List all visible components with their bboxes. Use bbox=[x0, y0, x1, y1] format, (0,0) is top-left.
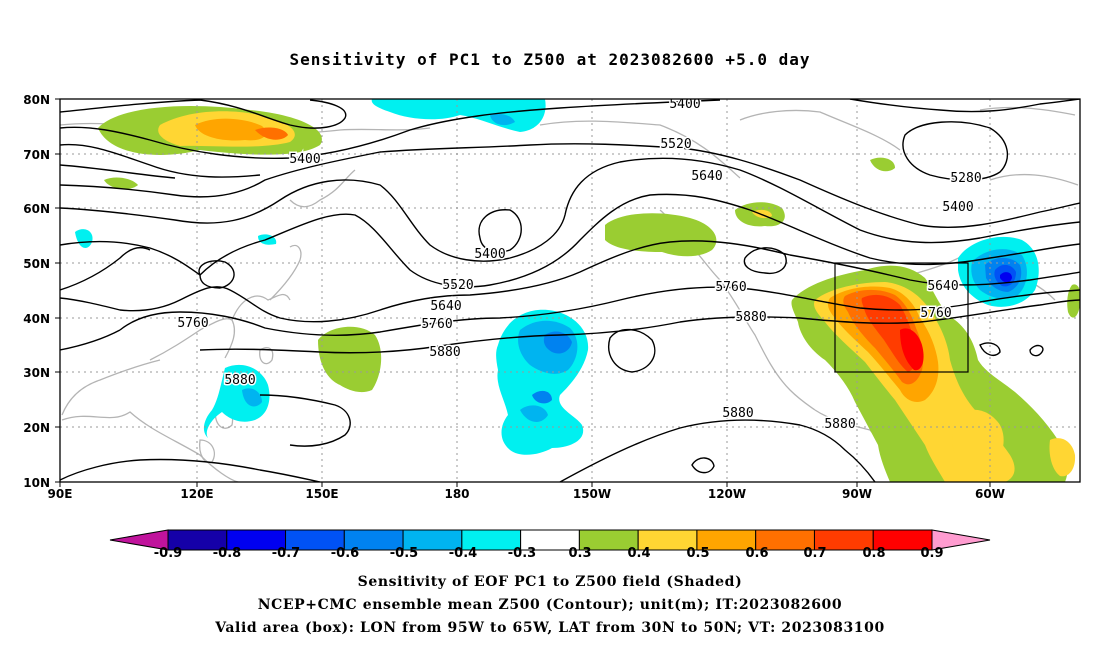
contour-label: 5520 bbox=[442, 278, 473, 293]
lat-tick-label: 50N bbox=[23, 257, 50, 271]
lon-tick-label: 90E bbox=[48, 487, 73, 501]
colorbar-label: -0.7 bbox=[272, 546, 300, 561]
lon-tick-label: 90W bbox=[842, 487, 872, 501]
lat-tick-label: 80N bbox=[23, 93, 50, 107]
map-frame bbox=[59, 98, 1081, 483]
colorbar-cells bbox=[167, 529, 933, 551]
sensitivity-shading bbox=[75, 99, 1080, 482]
colorbar-label: 0.8 bbox=[862, 546, 885, 561]
colorbar-label: -0.9 bbox=[154, 546, 182, 561]
colorbar-labels: -0.9 -0.8 -0.7 -0.6 -0.5 -0.4 -0.3 0.3 0… bbox=[154, 546, 944, 561]
colorbar-label: 0.5 bbox=[686, 546, 709, 561]
colorbar-label: 0.9 bbox=[920, 546, 943, 561]
map-area: 5400 5520 5640 5280 5400 5400 5400 5520 … bbox=[60, 97, 1080, 482]
contour-labels: 5400 5520 5640 5280 5400 5400 5400 5520 … bbox=[176, 97, 983, 434]
contour-label: 5640 bbox=[691, 169, 722, 184]
contour-label: 5880 bbox=[824, 417, 855, 432]
contour-label: 5880 bbox=[224, 373, 255, 388]
contour-label: 5400 bbox=[669, 97, 700, 112]
lat-tick-label: 10N bbox=[23, 476, 50, 490]
contour-label: 5760 bbox=[715, 280, 746, 295]
contour-label: 5760 bbox=[177, 316, 208, 331]
contour-label: 5280 bbox=[950, 171, 981, 186]
colorbar-label: -0.8 bbox=[213, 546, 241, 561]
contour-label: 5760 bbox=[920, 306, 951, 321]
colorbar-label: -0.6 bbox=[331, 546, 359, 561]
caption-contour: NCEP+CMC ensemble mean Z500 (Contour); u… bbox=[257, 597, 843, 613]
lat-tick-label: 30N bbox=[23, 366, 50, 380]
colorbar: -0.9 -0.8 -0.7 -0.6 -0.5 -0.4 -0.3 0.3 0… bbox=[109, 529, 991, 561]
lat-tick-label: 60N bbox=[23, 202, 50, 216]
contour-label: 5520 bbox=[660, 137, 691, 152]
z500-contours bbox=[60, 99, 1080, 482]
lat-tick-label: 20N bbox=[23, 421, 50, 435]
caption-valid-area: Valid area (box): LON from 95W to 65W, L… bbox=[215, 620, 885, 636]
contour-label: 5400 bbox=[942, 200, 973, 215]
contour-label: 5400 bbox=[289, 152, 320, 167]
colorbar-label: -0.5 bbox=[390, 546, 418, 561]
lon-tick-label: 150E bbox=[305, 487, 338, 501]
contour-label: 5760 bbox=[421, 317, 452, 332]
colorbar-label: 0.6 bbox=[745, 546, 768, 561]
contour-label: 5640 bbox=[927, 279, 958, 294]
axis-ticks bbox=[55, 98, 991, 487]
lon-tick-label: 150W bbox=[573, 487, 611, 501]
colorbar-high-arrow bbox=[931, 529, 991, 551]
contour-label: 5880 bbox=[735, 310, 766, 325]
colorbar-label: 0.3 bbox=[568, 546, 591, 561]
lat-tick-label: 70N bbox=[23, 148, 50, 162]
latitude-labels: 80N 70N 60N 50N 40N 30N 20N 10N bbox=[23, 93, 50, 490]
lon-tick-label: 120W bbox=[708, 487, 746, 501]
colorbar-label: 0.4 bbox=[627, 546, 650, 561]
colorbar-label: -0.4 bbox=[449, 546, 477, 561]
colorbar-label: -0.3 bbox=[508, 546, 536, 561]
colorbar-label: 0.7 bbox=[803, 546, 826, 561]
contour-label: 5400 bbox=[474, 247, 505, 262]
chart-title: Sensitivity of PC1 to Z500 at 2023082600… bbox=[289, 50, 811, 69]
contour-label: 5880 bbox=[722, 406, 753, 421]
gridlines bbox=[60, 99, 1080, 482]
lon-tick-label: 60W bbox=[975, 487, 1005, 501]
contour-label: 5880 bbox=[429, 345, 460, 360]
longitude-labels: 90E 120E 150E 180 150W 120W 90W 60W bbox=[48, 487, 1005, 501]
contour-label: 5640 bbox=[430, 299, 461, 314]
lon-tick-label: 180 bbox=[444, 487, 469, 501]
valid-area-box bbox=[834, 262, 969, 373]
lat-tick-label: 40N bbox=[23, 312, 50, 326]
lon-tick-label: 120E bbox=[180, 487, 213, 501]
caption-shading: Sensitivity of EOF PC1 to Z500 field (Sh… bbox=[357, 574, 743, 590]
